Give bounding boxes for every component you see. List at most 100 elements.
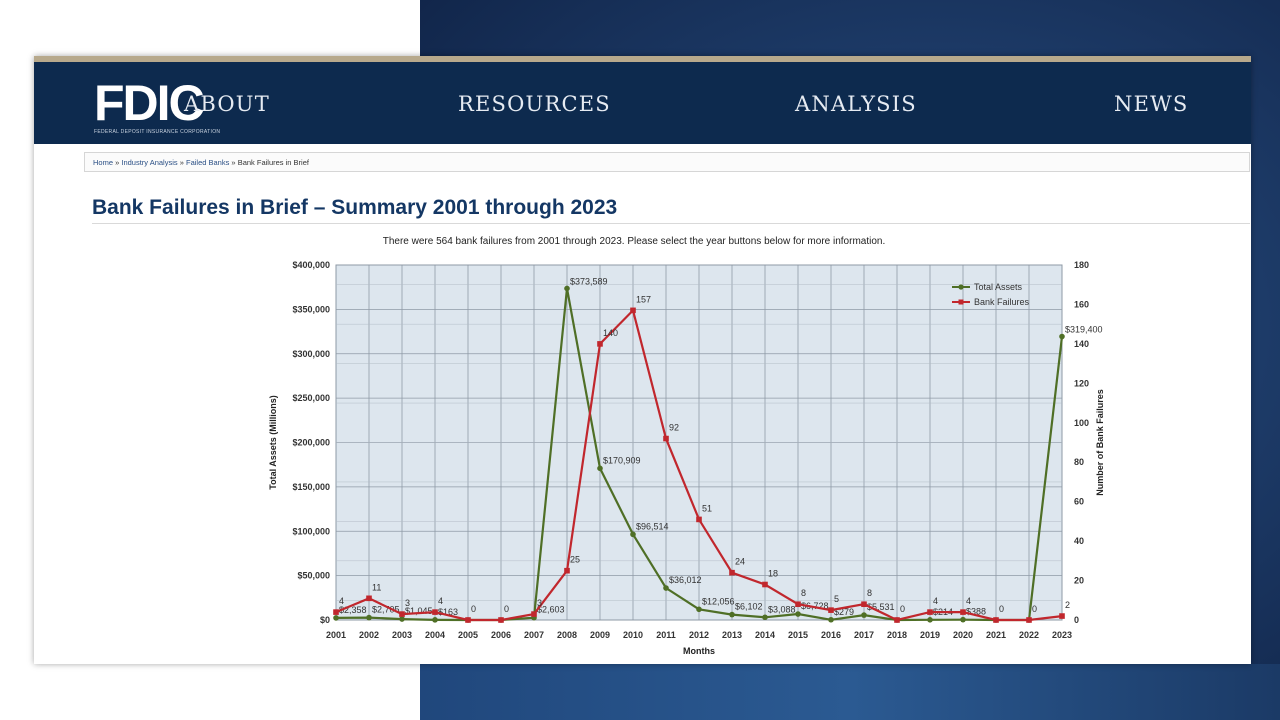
x-axis-tick-label: 2004 <box>425 630 445 640</box>
total-assets-data-label: $12,056 <box>702 596 735 606</box>
y-axis-tick-label: $300,000 <box>292 349 330 359</box>
bank-failures-data-label: 3 <box>405 598 410 608</box>
page-title: Bank Failures in Brief – Summary 2001 th… <box>92 196 618 219</box>
total-assets-data-label: $170,909 <box>603 455 641 465</box>
bank-failures-data-label: 4 <box>438 596 443 606</box>
total-assets-point <box>762 614 768 621</box>
nav-item-news[interactable]: NEWS <box>1114 92 1189 116</box>
x-axis-tick-label: 2014 <box>755 630 775 640</box>
x-axis-tick-label: 2021 <box>986 630 1006 640</box>
bank-failures-point <box>894 617 900 623</box>
x-axis-tick-label: 2019 <box>920 630 940 640</box>
bank-failures-data-label: 3 <box>537 598 542 608</box>
y2-axis-tick-label: 160 <box>1074 299 1089 309</box>
y-axis-tick-label: $50,000 <box>297 571 330 581</box>
nav-item-about[interactable]: ABOUT <box>184 92 270 116</box>
bank-failures-point <box>597 341 603 347</box>
x-axis-tick-label: 2010 <box>623 630 643 640</box>
y-axis-tick-label: $350,000 <box>292 304 330 314</box>
y-axis-tick-label: $0 <box>320 615 330 625</box>
bank-failures-point <box>729 569 735 576</box>
bank-failures-point <box>993 617 999 623</box>
nav-item-resources[interactable]: RESOURCES <box>458 92 611 116</box>
bank-failures-point <box>927 609 933 615</box>
bank-failures-point <box>960 609 966 615</box>
y-axis-tick-label: $150,000 <box>292 482 330 492</box>
total-assets-point <box>564 285 570 292</box>
legend-label-bank-failures: Bank Failures <box>974 297 1030 307</box>
bank-failures-data-label: 51 <box>702 503 712 513</box>
intro-text: There were 564 bank failures from 2001 t… <box>382 236 886 247</box>
y2-axis-tick-label: 40 <box>1074 536 1084 546</box>
legend-swatch-marker <box>958 299 964 305</box>
total-assets-data-label: $3,088 <box>768 604 796 614</box>
bank-failures-point <box>399 611 405 617</box>
total-assets-point <box>927 617 933 623</box>
total-assets-point <box>630 531 636 538</box>
total-assets-data-label: $96,514 <box>636 521 669 531</box>
breadcrumb-industry-analysis[interactable]: Industry Analysis <box>121 158 178 167</box>
bank-failures-point <box>564 567 570 574</box>
x-axis-tick-label: 2020 <box>953 630 973 640</box>
x-axis-tick-label: 2017 <box>854 630 874 640</box>
y2-axis-tick-label: 0 <box>1074 615 1079 625</box>
total-assets-point <box>663 585 669 591</box>
total-assets-data-label: $373,589 <box>570 276 608 286</box>
total-assets-point <box>597 465 603 472</box>
bank-failures-point <box>432 609 438 615</box>
x-axis-tick-label: 2015 <box>788 630 808 640</box>
total-assets-data-label: $5,531 <box>867 602 895 612</box>
legend-label-total-assets: Total Assets <box>974 282 1023 292</box>
total-assets-point <box>795 611 801 617</box>
total-assets-point <box>399 616 405 622</box>
x-axis-tick-label: 2001 <box>326 630 346 640</box>
bank-failures-point <box>762 581 768 588</box>
bank-failures-data-label: 140 <box>603 328 618 338</box>
bank-failures-data-label: 0 <box>471 604 476 614</box>
bank-failures-data-label: 4 <box>966 596 971 606</box>
y-axis-tick-label: $250,000 <box>292 393 330 403</box>
y2-axis-tick-label: 140 <box>1074 339 1089 349</box>
total-assets-point <box>729 611 735 618</box>
total-assets-data-label: $388 <box>966 607 986 617</box>
x-axis-tick-label: 2002 <box>359 630 379 640</box>
x-axis-tick-label: 2003 <box>392 630 412 640</box>
x-axis-tick-label: 2009 <box>590 630 610 640</box>
x-axis-tick-label: 2006 <box>491 630 511 640</box>
bank-failures-data-label: 4 <box>339 596 344 606</box>
total-assets-point <box>432 617 438 623</box>
x-axis-tick-label: 2007 <box>524 630 544 640</box>
breadcrumb-home[interactable]: Home <box>93 158 114 167</box>
total-assets-data-label: $1,045 <box>405 606 433 616</box>
bank-failures-data-label: 0 <box>999 604 1004 614</box>
top-accent-bar <box>34 56 1251 62</box>
x-axis-tick-label: 2011 <box>656 630 676 640</box>
y-axis-tick-label: $400,000 <box>292 260 330 270</box>
total-assets-point <box>960 616 966 623</box>
bank-failures-data-label: 25 <box>570 555 580 565</box>
bank-failures-point <box>1026 617 1032 623</box>
total-assets-point <box>366 614 372 621</box>
nav-item-analysis[interactable]: ANALYSIS <box>795 92 917 116</box>
bank-failures-data-label: 4 <box>933 596 938 606</box>
y2-axis-title: Number of Bank Failures <box>1095 389 1105 496</box>
total-assets-point <box>696 606 702 613</box>
fdic-logo[interactable]: FDIC <box>94 75 205 131</box>
x-axis-tick-label: 2023 <box>1052 630 1072 640</box>
x-axis-title: Months <box>683 646 715 656</box>
bank-failures-point <box>1059 613 1065 619</box>
bank-failures-data-label: 157 <box>636 294 651 304</box>
bank-failures-data-label: 0 <box>1032 604 1037 614</box>
y2-axis-tick-label: 120 <box>1074 378 1089 388</box>
bank-failures-point <box>465 617 471 623</box>
bank-failures-point <box>366 595 372 602</box>
y2-axis-tick-label: 60 <box>1074 497 1084 507</box>
total-assets-data-label: $2,358 <box>339 605 367 615</box>
legend-swatch-marker <box>958 284 964 290</box>
x-axis-tick-label: 2012 <box>689 630 709 640</box>
breadcrumb-failed-banks[interactable]: Failed Banks <box>185 158 230 167</box>
title-divider <box>92 223 1250 224</box>
bank-failures-data-label: 0 <box>900 604 905 614</box>
x-axis-tick-label: 2005 <box>458 630 478 640</box>
total-assets-data-label: $319,400 <box>1065 325 1103 335</box>
